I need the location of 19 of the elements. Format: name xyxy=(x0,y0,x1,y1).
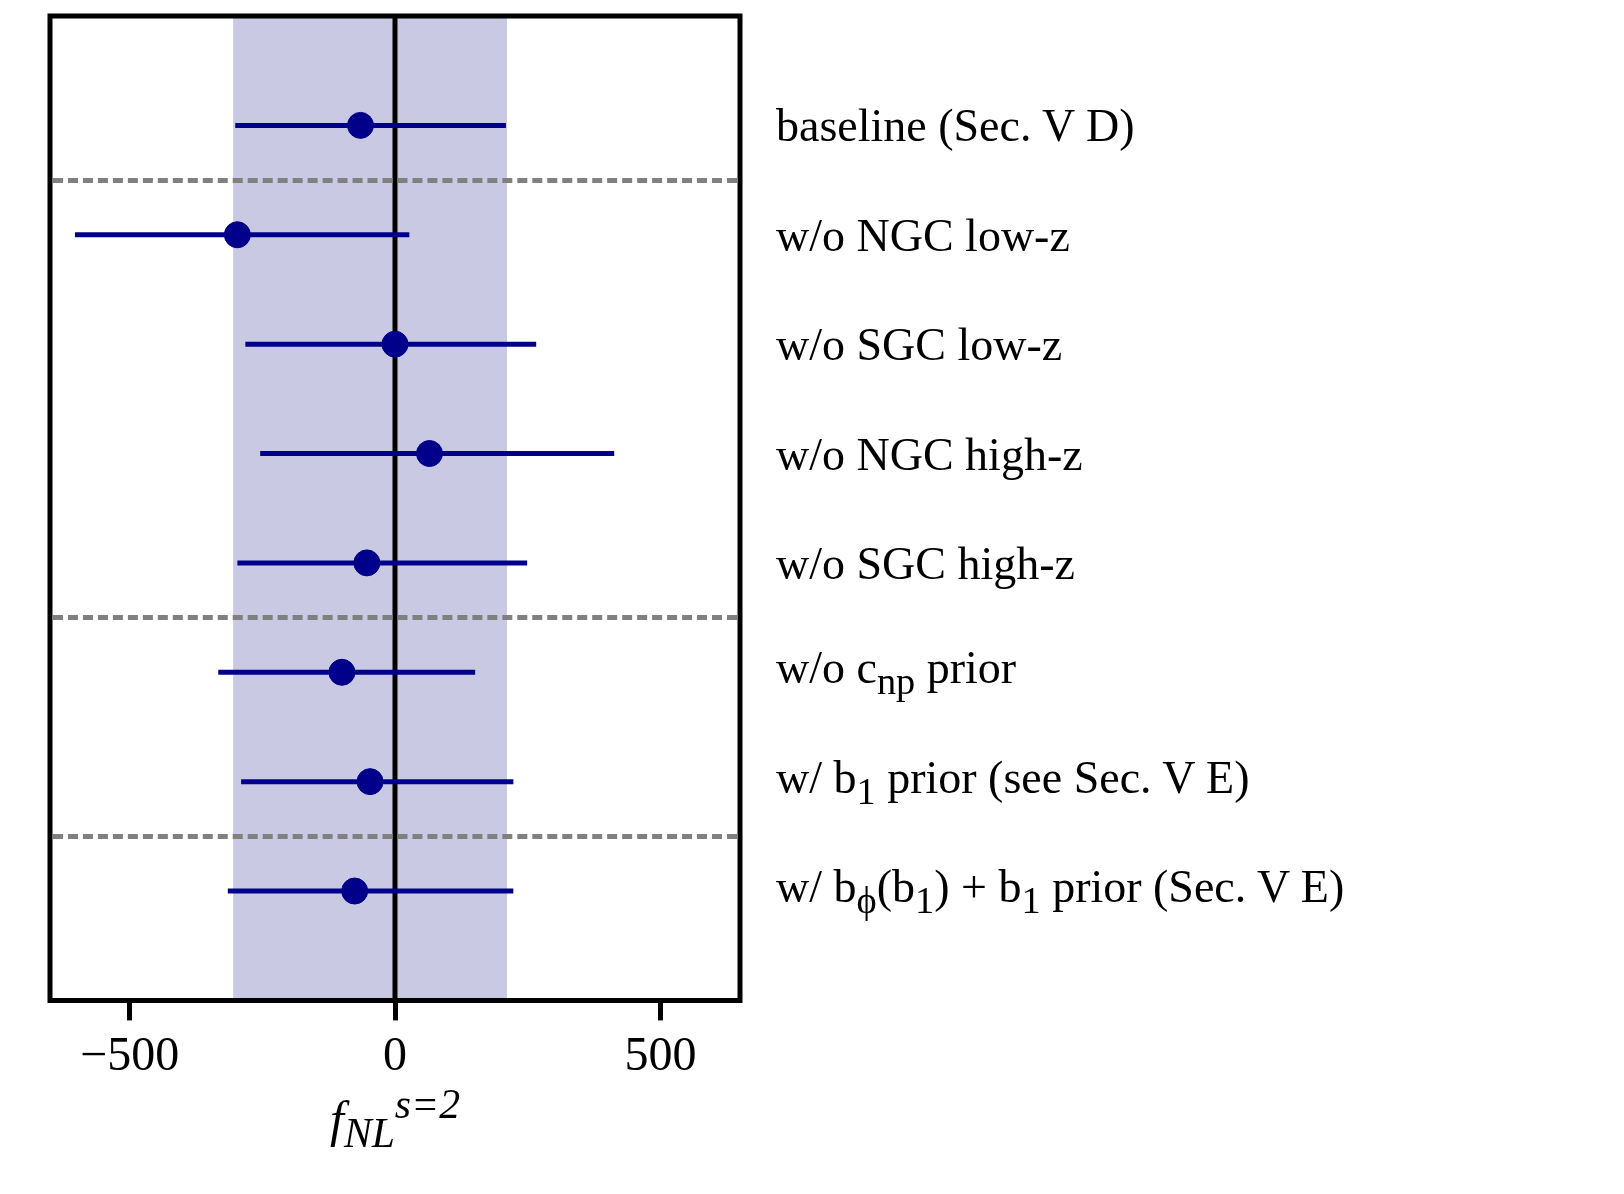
point xyxy=(353,549,381,577)
y-tick-label: w/ b$_{1}$ prior (see Sec. V E) xyxy=(776,751,1250,813)
point xyxy=(356,768,384,796)
y-tick-label: w/o SGC high-z xyxy=(776,536,1075,590)
point xyxy=(223,221,251,249)
point xyxy=(347,111,374,139)
x-tick-label: 0 xyxy=(383,1026,407,1080)
y-tick-label: w/o NGC low-z xyxy=(776,208,1070,262)
y-tick-label: w/o c$_{np}$ prior xyxy=(776,641,1017,703)
point xyxy=(328,658,356,686)
x-tick-label: −500 xyxy=(80,1026,180,1080)
point xyxy=(341,877,369,905)
y-tick-label: w/o NGC high-z xyxy=(776,427,1083,480)
y-tick-label: w/ b$_{ϕ}$(b$_{1}$) + b$_{1}$ prior (Sec. V E) xyxy=(776,860,1345,922)
y-tick-label: w/o SGC low-z xyxy=(776,317,1063,371)
x-tick-label: 500 xyxy=(624,1026,697,1080)
y-tick-label: baseline (Sec. V D) xyxy=(776,98,1135,152)
point xyxy=(416,440,443,468)
point xyxy=(381,330,409,358)
